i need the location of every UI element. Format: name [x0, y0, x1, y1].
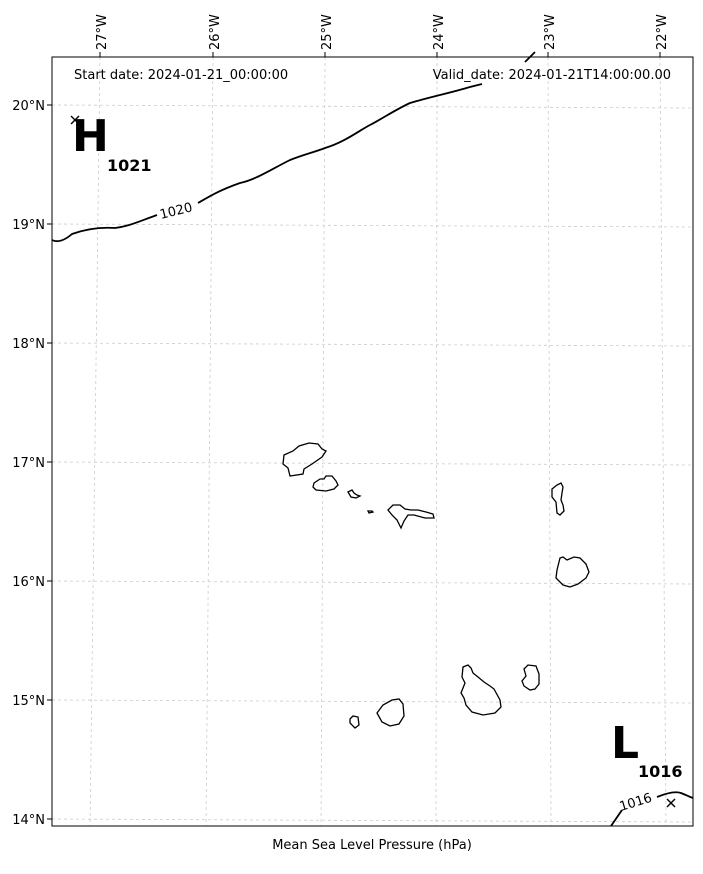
lat-label-19n: 19°N — [12, 218, 45, 233]
isobar-1016-line-east — [656, 791, 694, 799]
meridian-22w — [659, 56, 667, 827]
parallel-19n — [51, 223, 694, 228]
parallel-14n — [51, 818, 694, 823]
latitude-ticks — [47, 104, 52, 820]
parallel-18n — [51, 342, 694, 347]
island-sal — [551, 482, 565, 516]
island-santa-luzia — [347, 489, 362, 499]
island-razo — [366, 510, 375, 514]
parallel-17n — [51, 461, 694, 466]
island-boa-vista — [555, 556, 590, 588]
lon-label-27w: 27°W — [95, 14, 110, 50]
isobar-1016-line — [610, 809, 623, 827]
low-letter: L — [611, 718, 639, 769]
parallel-20n — [51, 104, 694, 109]
isobar-1020-line — [51, 214, 158, 243]
meridian-25w — [320, 56, 326, 827]
high-pressure-center: H 1021 — [70, 111, 152, 175]
lat-label-15n: 15°N — [12, 694, 45, 709]
parallel-16n — [51, 580, 694, 585]
island-sao-nicolau — [387, 504, 435, 530]
low-pressure-center: L 1016 — [611, 718, 683, 808]
lon-label-26w: 26°W — [208, 14, 223, 50]
high-value: 1021 — [107, 156, 152, 175]
coastlines — [282, 442, 590, 729]
low-center-marker — [666, 798, 676, 808]
lat-label-16n: 16°N — [12, 575, 45, 590]
lon-label-25w: 25°W — [320, 14, 335, 50]
map-frame — [51, 56, 694, 827]
lon-label-24w: 24°W — [432, 14, 447, 50]
lat-label-20n: 20°N — [12, 99, 45, 114]
island-sao-vicente — [312, 475, 339, 492]
lat-label-18n: 18°N — [12, 337, 45, 352]
high-letter: H — [72, 111, 109, 162]
isobars — [51, 51, 694, 827]
isobar-1016-label: 1016 — [618, 791, 654, 815]
island-brava — [349, 715, 360, 729]
island-santo-antao — [282, 442, 327, 477]
graticule — [51, 56, 694, 827]
low-value: 1016 — [638, 762, 683, 781]
island-fogo — [376, 698, 405, 727]
high-center-marker — [70, 115, 80, 125]
isobar-1020-label: 1020 — [158, 200, 194, 223]
valid-date-label: Valid_date: 2024-01-21T14:00:00.00 — [433, 68, 671, 83]
parallel-15n — [51, 699, 694, 704]
meridian-23w — [547, 56, 552, 827]
start-date-label: Start date: 2024-01-21_00:00:00 — [74, 68, 288, 83]
lat-label-14n: 14°N — [12, 813, 45, 828]
island-maio — [521, 664, 540, 691]
meridian-27w — [89, 56, 101, 827]
lon-label-23w: 23°W — [543, 14, 558, 50]
lon-label-22w: 22°W — [655, 14, 670, 50]
lat-label-17n: 17°N — [12, 456, 45, 471]
longitude-ticks — [99, 52, 661, 57]
island-santiago — [460, 664, 502, 716]
map-caption: Mean Sea Level Pressure (hPa) — [272, 838, 472, 853]
meridian-24w — [435, 56, 438, 827]
isobar-1020-line-east — [197, 83, 483, 204]
meridian-26w — [205, 56, 214, 827]
